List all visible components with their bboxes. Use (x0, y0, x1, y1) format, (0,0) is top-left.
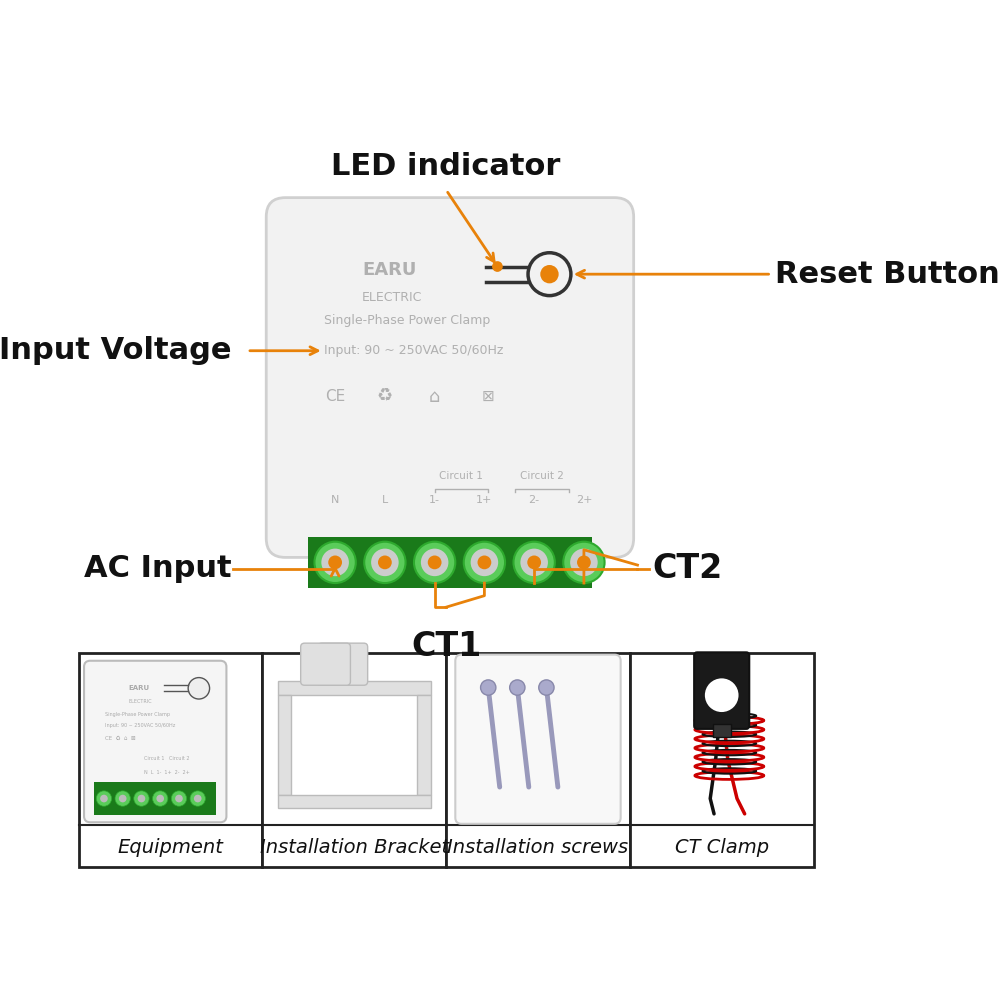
Circle shape (705, 678, 739, 712)
Circle shape (188, 678, 210, 699)
Circle shape (321, 549, 349, 576)
Text: Circuit 1   Circuit 2: Circuit 1 Circuit 2 (144, 756, 189, 761)
Text: CE: CE (325, 389, 345, 404)
Text: Reset Button: Reset Button (775, 260, 1000, 289)
Circle shape (156, 795, 164, 802)
Bar (262, 653, 446, 867)
Text: Input Voltage: Input Voltage (0, 336, 232, 365)
Bar (417, 695, 431, 795)
Circle shape (134, 791, 149, 806)
Text: Single-Phase Power Clamp: Single-Phase Power Clamp (324, 314, 490, 327)
Circle shape (539, 680, 554, 695)
Text: ELECTRIC: ELECTRIC (362, 291, 422, 304)
Bar (713, 724, 731, 737)
Circle shape (520, 549, 548, 576)
Circle shape (492, 261, 503, 272)
Text: Equipment: Equipment (118, 838, 223, 857)
Text: Installation Bracket: Installation Bracket (260, 838, 449, 857)
Circle shape (115, 791, 130, 806)
Circle shape (378, 555, 392, 569)
Circle shape (510, 680, 525, 695)
FancyBboxPatch shape (301, 643, 350, 685)
Circle shape (364, 542, 406, 583)
Circle shape (464, 542, 505, 583)
Text: CE  ♻  ⌂  ⊠: CE ♻ ⌂ ⊠ (105, 736, 136, 741)
Text: ♻: ♻ (377, 388, 393, 406)
Text: CT2: CT2 (653, 552, 723, 585)
Circle shape (528, 253, 571, 296)
Text: LED indicator: LED indicator (331, 152, 561, 181)
Circle shape (478, 555, 491, 569)
Text: 1-: 1- (429, 495, 440, 505)
Circle shape (194, 795, 202, 802)
Text: Circuit 2: Circuit 2 (520, 471, 564, 481)
Circle shape (540, 265, 559, 283)
Bar (630, 653, 814, 867)
FancyBboxPatch shape (266, 198, 634, 557)
Circle shape (471, 549, 498, 576)
Circle shape (100, 795, 108, 802)
Circle shape (414, 542, 455, 583)
FancyBboxPatch shape (84, 661, 226, 822)
Circle shape (371, 549, 399, 576)
Circle shape (328, 555, 342, 569)
Text: N  L  1-  1+  2-  2+: N L 1- 1+ 2- 2+ (144, 770, 190, 775)
Circle shape (577, 555, 591, 569)
Bar (94, 782, 216, 815)
Bar (446, 653, 630, 867)
Circle shape (138, 795, 145, 802)
Bar (278, 795, 431, 808)
Text: CT1: CT1 (411, 630, 481, 663)
Text: AC Input: AC Input (84, 554, 232, 583)
Circle shape (421, 549, 448, 576)
Text: EARU: EARU (362, 261, 416, 279)
Text: N: N (331, 495, 339, 505)
Circle shape (314, 542, 356, 583)
Circle shape (428, 555, 442, 569)
Text: 2-: 2- (529, 495, 540, 505)
Bar (278, 681, 431, 695)
Bar (278, 695, 291, 795)
Circle shape (481, 680, 496, 695)
FancyBboxPatch shape (318, 643, 368, 685)
FancyBboxPatch shape (455, 655, 621, 824)
Text: Single-Phase Power Clamp: Single-Phase Power Clamp (105, 712, 170, 717)
Text: Input: 90 ~ 250VAC 50/60Hz: Input: 90 ~ 250VAC 50/60Hz (324, 344, 503, 357)
Circle shape (527, 555, 541, 569)
Circle shape (513, 542, 555, 583)
Circle shape (563, 542, 605, 583)
Text: L: L (382, 495, 388, 505)
Text: Input: 90 ~ 250VAC 50/60Hz: Input: 90 ~ 250VAC 50/60Hz (105, 723, 176, 728)
Text: Installation screws: Installation screws (447, 838, 629, 857)
Circle shape (175, 795, 183, 802)
Text: 1+: 1+ (476, 495, 493, 505)
Bar (79, 653, 262, 867)
Text: 2+: 2+ (576, 495, 592, 505)
FancyBboxPatch shape (694, 652, 749, 729)
Circle shape (119, 795, 127, 802)
Bar (308, 537, 592, 588)
Circle shape (153, 791, 168, 806)
Text: CT Clamp: CT Clamp (675, 838, 769, 857)
Text: ⊠: ⊠ (482, 389, 495, 404)
Circle shape (96, 791, 112, 806)
Text: ⌂: ⌂ (429, 388, 440, 406)
Circle shape (171, 791, 187, 806)
Text: Circuit 1: Circuit 1 (439, 471, 483, 481)
Circle shape (570, 549, 598, 576)
Text: EARU: EARU (128, 685, 150, 691)
Text: ELECTRIC: ELECTRIC (128, 699, 152, 704)
Circle shape (190, 791, 205, 806)
